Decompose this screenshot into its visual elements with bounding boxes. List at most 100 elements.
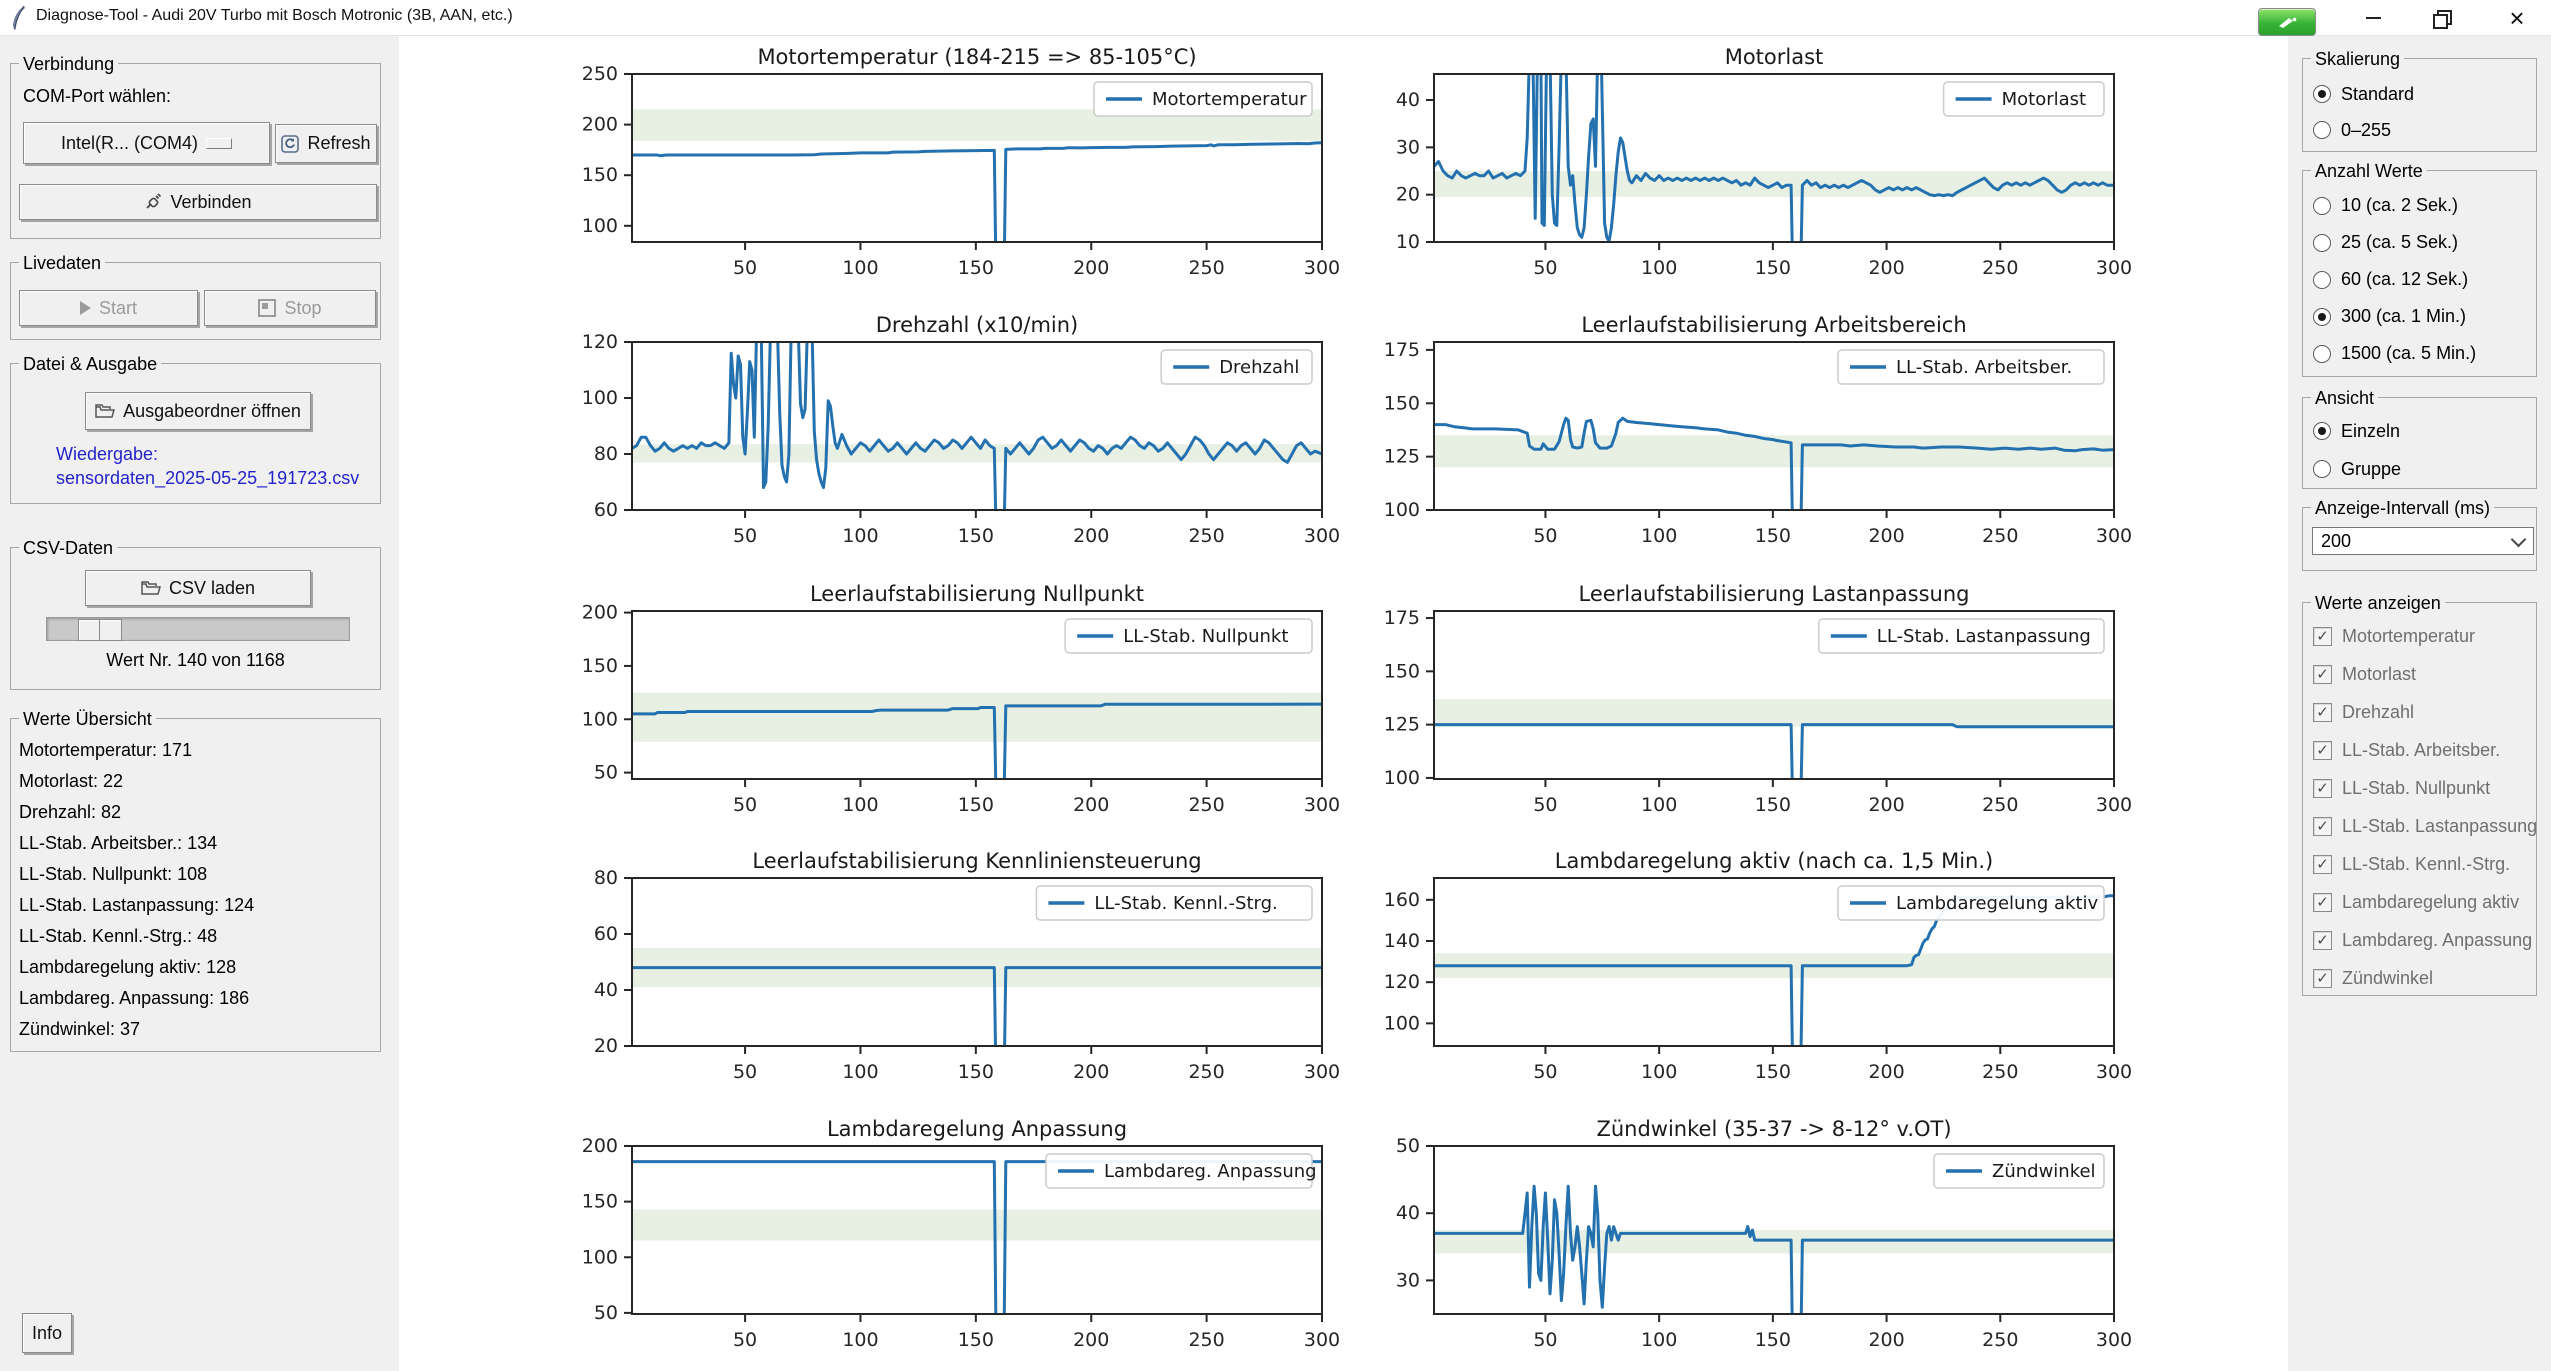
chevron-down-icon — [2510, 531, 2527, 548]
werte-item: LL-Stab. Arbeitsber.: 134 — [19, 833, 218, 853]
svg-text:200: 200 — [1868, 1061, 1904, 1083]
checkbox-ll-stab-kennl-strg-[interactable]: ✓ LL-Stab. Kennl.-Strg. — [2303, 845, 2536, 883]
werte-item: Lambdareg. Anpassung: 186 — [19, 988, 250, 1008]
svg-text:200: 200 — [582, 1135, 618, 1157]
svg-text:50: 50 — [1396, 1135, 1420, 1157]
svg-text:250: 250 — [1982, 794, 2018, 816]
radio-ansicht-einzeln[interactable]: Einzeln — [2303, 412, 2536, 450]
radio-icon — [2313, 85, 2331, 103]
svg-text:150: 150 — [958, 794, 994, 816]
com-port-select[interactable]: Intel(R... (COM4) — [23, 122, 270, 164]
svg-text:100: 100 — [1384, 499, 1420, 521]
svg-text:40: 40 — [594, 979, 618, 1001]
csv-position-slider[interactable] — [46, 617, 350, 641]
svg-text:200: 200 — [1868, 794, 1904, 816]
start-button[interactable]: Start — [19, 290, 198, 326]
svg-text:100: 100 — [582, 1246, 618, 1268]
legend-lambdareg-anpassung: Lambdareg. Anpassung — [1045, 1153, 1317, 1189]
stop-button[interactable]: Stop — [204, 290, 376, 326]
svg-text:150: 150 — [1755, 525, 1791, 547]
svg-text:Drehzahl (x10/min): Drehzahl (x10/min) — [876, 313, 1079, 337]
svg-text:150: 150 — [582, 164, 618, 186]
checkbox-ll-stab-nullpunkt[interactable]: ✓ LL-Stab. Nullpunkt — [2303, 769, 2536, 807]
plug-icon — [146, 193, 162, 209]
svg-text:Leerlaufstabilisierung Kennlin: Leerlaufstabilisierung Kennliniensteueru… — [752, 849, 1201, 873]
checkbox-z-ndwinkel[interactable]: ✓ Zündwinkel — [2303, 959, 2536, 997]
svg-text:Lambdaregelung aktiv: Lambdaregelung aktiv — [1896, 893, 2099, 914]
csv-load-label: CSV laden — [168, 577, 256, 598]
open-output-folder-button[interactable]: Ausgabeordner öffnen — [85, 392, 311, 430]
svg-text:250: 250 — [1982, 525, 2018, 547]
radio-anzahl-25-ca-5-sek-[interactable]: 25 (ca. 5 Sek.) — [2303, 224, 2536, 261]
checkbox-motortemperatur[interactable]: ✓ Motortemperatur — [2303, 617, 2536, 655]
interval-combobox[interactable]: 200 — [2312, 527, 2534, 555]
checkbox-icon: ✓ — [2313, 702, 2332, 722]
folder-icon — [141, 581, 161, 595]
svg-text:Lambdaregelung Anpassung: Lambdaregelung Anpassung — [827, 1117, 1127, 1141]
skalierung-options: Standard 0–255 — [2303, 59, 2536, 148]
checkbox-label: Motorlast — [2342, 663, 2417, 684]
svg-text:250: 250 — [1982, 1329, 2018, 1351]
csv-load-button[interactable]: CSV laden — [85, 570, 311, 606]
slider-value-label: Wert Nr. 140 von 1168 — [106, 650, 285, 670]
radio-label: Einzeln — [2341, 420, 2401, 441]
svg-text:50: 50 — [1533, 1061, 1557, 1083]
svg-text:120: 120 — [582, 331, 618, 353]
svg-text:10: 10 — [1396, 231, 1420, 253]
checkbox-icon: ✓ — [2313, 892, 2332, 912]
svg-text:300: 300 — [1304, 1329, 1340, 1351]
svg-text:80: 80 — [594, 443, 618, 465]
checkbox-lambdaregelung-aktiv[interactable]: ✓ Lambdaregelung aktiv — [2303, 883, 2536, 921]
legend-ll-stab-lastanpassung: LL-Stab. Lastanpassung — [1818, 618, 2105, 654]
slider-thumb[interactable] — [78, 619, 122, 641]
checkbox-icon: ✓ — [2313, 968, 2332, 988]
svg-text:200: 200 — [1073, 257, 1109, 279]
svg-text:50: 50 — [1533, 794, 1557, 816]
radio-label: Standard — [2341, 83, 2415, 104]
radio-label: 60 (ca. 12 Sek.) — [2341, 269, 2469, 289]
checkbox-label: Zündwinkel — [2342, 967, 2434, 988]
overlay-tool-icon[interactable] — [2258, 8, 2316, 36]
checkbox-ll-stab-arbeitsber-[interactable]: ✓ LL-Stab. Arbeitsber. — [2303, 731, 2536, 769]
radio-anzahl-300-ca-1-min-[interactable]: 300 (ca. 1 Min.) — [2303, 298, 2536, 335]
verbinden-button[interactable]: Verbinden — [19, 184, 377, 220]
group-ansicht: Ansicht Einzeln Gruppe — [2302, 388, 2537, 489]
svg-text:50: 50 — [733, 1329, 757, 1351]
svg-text:Lambdaregelung aktiv (nach ca.: Lambdaregelung aktiv (nach ca. 1,5 Min.) — [1555, 849, 1993, 873]
checkbox-label: LL-Stab. Nullpunkt — [2342, 777, 2491, 798]
radio-anzahl-60-ca-12-sek-[interactable]: 60 (ca. 12 Sek.) — [2303, 261, 2536, 298]
chart-zündwinkel: 30 40 50 50 100 150 200 250 300 Zündwinkel (35-37… — [1396, 1117, 2132, 1351]
legend-zündwinkel: Zündwinkel — [1933, 1153, 2105, 1189]
svg-text:Zündwinkel: Zündwinkel — [1992, 1161, 2096, 1182]
group-skalierung: Skalierung Standard 0–255 — [2302, 49, 2537, 152]
chart-ll-stab-nullpunkt: 50 100 150 200 50 100 150 200 250 300 Leerlaufstab… — [582, 582, 1340, 816]
checkbox-drehzahl[interactable]: ✓ Drehzahl — [2303, 693, 2536, 731]
svg-text:200: 200 — [1868, 525, 1904, 547]
radio-ansicht-gruppe[interactable]: Gruppe — [2303, 450, 2536, 488]
refresh-button[interactable]: Refresh — [275, 124, 377, 163]
radio-anzahl-10-ca-2-sek-[interactable]: 10 (ca. 2 Sek.) — [2303, 187, 2536, 224]
refresh-label: Refresh — [307, 133, 371, 153]
radio-label: 10 (ca. 2 Sek.) — [2341, 195, 2459, 215]
radio-skalierung-0-255[interactable]: 0–255 — [2303, 112, 2536, 148]
svg-text:100: 100 — [842, 525, 878, 547]
radio-icon — [2313, 121, 2331, 139]
legend-drehzahl: Drehzahl — [1160, 349, 1313, 385]
close-button[interactable]: × — [2484, 0, 2550, 35]
svg-text:LL-Stab. Kennl.-Strg.: LL-Stab. Kennl.-Strg. — [1094, 893, 1277, 914]
info-button[interactable]: Info — [22, 1313, 72, 1353]
radio-anzahl-1500-ca-5-min-[interactable]: 1500 (ca. 5 Min.) — [2303, 335, 2536, 372]
checkbox-motorlast[interactable]: ✓ Motorlast — [2303, 655, 2536, 693]
svg-text:Leerlaufstabilisierung Arbeits: Leerlaufstabilisierung Arbeitsbereich — [1581, 313, 1966, 337]
chart-motortemperatur: 100 150 200 250 50 100 150 200 250 300 Motortemper… — [582, 45, 1340, 279]
svg-text:Leerlaufstabilisierung Lastanp: Leerlaufstabilisierung Lastanpassung — [1579, 582, 1970, 606]
interval-value: 200 — [2321, 530, 2352, 551]
radio-skalierung-standard[interactable]: Standard — [2303, 76, 2536, 112]
checkbox-lambdareg-anpassung[interactable]: ✓ Lambdareg. Anpassung — [2303, 921, 2536, 959]
checkbox-ll-stab-lastanpassung[interactable]: ✓ LL-Stab. Lastanpassung — [2303, 807, 2537, 845]
minimize-button[interactable] — [2340, 0, 2406, 35]
svg-text:100: 100 — [842, 1061, 878, 1083]
restore-button[interactable] — [2412, 0, 2478, 35]
